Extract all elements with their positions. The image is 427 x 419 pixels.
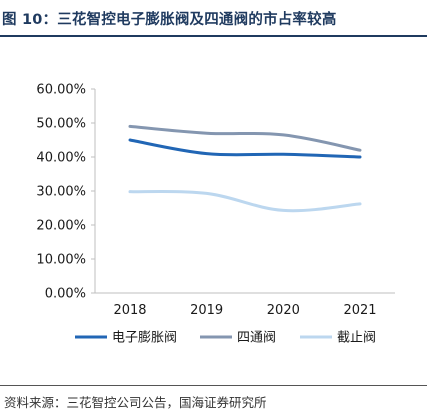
x-tick-label: 2020	[267, 303, 300, 318]
y-tick-label: 50.00%	[36, 117, 86, 132]
y-axis: 0.00% 10.00% 20.00% 30.00% 40.00% 50.00% 60.00…	[36, 83, 96, 302]
legend-item: 电子膨胀阀	[75, 331, 177, 346]
x-tick-label: 2018	[113, 303, 146, 318]
y-tick-label: 30.00%	[36, 185, 86, 200]
legend-item: 截止阀	[300, 331, 376, 346]
y-tick-label: 0.00%	[45, 287, 86, 302]
legend-item: 四通阀	[200, 331, 276, 346]
series-line-1	[128, 124, 362, 152]
y-tick-label: 60.00%	[36, 83, 86, 98]
y-tick-label: 20.00%	[36, 219, 86, 234]
legend-label: 四通阀	[237, 331, 276, 346]
x-tick-label: 2021	[343, 303, 376, 318]
legend: 电子膨胀阀 四通阀 截止阀	[75, 331, 376, 346]
figure-header: 图 10：三花智控电子膨胀阀及四通阀的市占率较高	[0, 0, 427, 36]
x-axis: 2018 2019 2020 2021	[95, 292, 395, 318]
y-tick-label: 40.00%	[36, 151, 86, 166]
title-rule	[0, 35, 427, 37]
legend-label: 电子膨胀阀	[112, 331, 177, 346]
x-tick-label: 2019	[190, 303, 223, 318]
series-lines	[128, 124, 362, 213]
line-chart: 0.00% 10.00% 20.00% 30.00% 40.00% 50.00% 60.00…	[36, 83, 395, 346]
figure-title: 图 10：三花智控电子膨胀阀及四通阀的市占率较高	[2, 12, 337, 28]
y-tick-label: 10.00%	[36, 253, 86, 268]
series-line-0	[128, 138, 362, 159]
source-note: 资料来源：三花智控公司公告，国海证券研究所	[4, 395, 267, 410]
footer-rule	[0, 385, 427, 386]
legend-label: 截止阀	[337, 331, 376, 346]
series-line-2	[128, 189, 362, 213]
